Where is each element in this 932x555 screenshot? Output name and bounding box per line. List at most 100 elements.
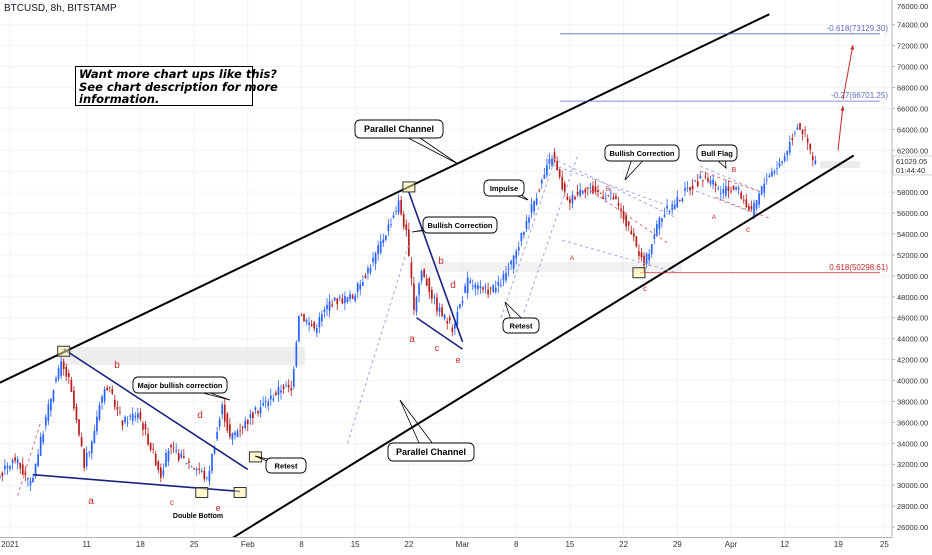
candle-body — [520, 233, 522, 241]
highlight-box — [234, 488, 246, 498]
y-tick-label: 74000.00 — [897, 21, 928, 30]
wave-label: A — [570, 255, 575, 262]
candle-body — [393, 215, 395, 217]
candle-body — [140, 412, 142, 419]
candle-body — [638, 251, 640, 256]
candle-body — [124, 417, 126, 422]
candle-body — [567, 197, 569, 200]
x-tick-label: 11 — [83, 540, 92, 549]
candle-body — [86, 453, 88, 467]
x-tick-label: Apr — [725, 540, 738, 549]
wave-label: b — [438, 256, 444, 267]
candle-body — [370, 268, 372, 273]
candle-body — [722, 189, 724, 193]
candle-body — [342, 299, 344, 304]
candle-body — [262, 403, 264, 405]
candle-body — [636, 236, 638, 246]
candle-body — [633, 233, 635, 236]
candle-body — [707, 178, 709, 181]
candle-body — [518, 247, 520, 250]
candle-body — [474, 284, 476, 288]
candle-body — [196, 469, 198, 470]
candle-body — [451, 328, 453, 332]
wave-label: c — [643, 284, 647, 293]
wave-label: a — [409, 334, 415, 345]
candle-body — [117, 407, 119, 409]
candle-body — [779, 163, 781, 166]
candle-body — [763, 184, 765, 193]
candle-body — [359, 284, 361, 289]
fib-level-label: -0.27(66701.25) — [831, 91, 888, 100]
candle-body — [651, 244, 653, 254]
candle-body — [418, 283, 420, 295]
candle-body — [561, 177, 563, 190]
candle-body — [613, 197, 615, 199]
promo-note: Want more chart ups like this? See chart… — [75, 66, 253, 106]
wave-label: e — [455, 355, 460, 365]
candle-body — [776, 168, 778, 169]
candle-body — [63, 361, 65, 368]
candle-body — [237, 431, 239, 437]
callout-text: Retest — [275, 462, 298, 471]
candle-body — [150, 443, 152, 450]
candle-body — [774, 171, 776, 172]
x-tick-label: 25 — [190, 540, 199, 549]
candle-body — [648, 254, 650, 260]
candle-body — [209, 471, 211, 481]
candle-body — [572, 195, 574, 204]
candle-body — [684, 188, 686, 191]
candle-body — [50, 399, 52, 411]
candle-body — [114, 400, 116, 407]
candle-body — [436, 298, 438, 312]
candle-body — [295, 342, 297, 366]
candle-body — [733, 186, 735, 191]
candle-body — [129, 416, 131, 417]
candle-body — [812, 156, 814, 160]
candle-body — [730, 191, 732, 192]
y-tick-label: 38000.00 — [897, 397, 928, 406]
candle-body — [170, 445, 172, 448]
candle-body — [434, 297, 436, 298]
candle-body — [122, 421, 124, 426]
candle-body — [439, 308, 441, 312]
candle-body — [543, 175, 545, 179]
candle-body — [725, 186, 727, 196]
x-tick-label: 22 — [619, 540, 628, 549]
candle-body — [653, 235, 655, 239]
candle-body — [17, 459, 19, 463]
candle-body — [255, 407, 257, 410]
candle-body — [600, 193, 602, 194]
x-tick-label: 29 — [673, 540, 682, 549]
candle-body — [19, 463, 21, 468]
y-tick-label: 70000.00 — [897, 63, 928, 72]
helper-line — [347, 244, 408, 443]
candle-body — [664, 215, 666, 217]
candle-body — [201, 471, 203, 472]
candle-body — [682, 198, 684, 201]
candle-body — [546, 165, 548, 175]
candle-body — [694, 181, 696, 182]
candle-body — [503, 274, 505, 280]
candle-body — [641, 253, 643, 258]
candle-body — [485, 286, 487, 287]
candle-body — [515, 251, 517, 258]
candle-body — [180, 454, 182, 458]
candle-body — [191, 466, 193, 467]
candle-body — [807, 138, 809, 142]
callout-text: Bull Flag — [701, 149, 733, 158]
candle-body — [536, 198, 538, 204]
candle-body — [487, 290, 489, 295]
y-tick-label: 50000.00 — [897, 272, 928, 281]
candle-body — [784, 156, 786, 161]
candle-body — [531, 204, 533, 213]
highlight-box — [403, 182, 415, 192]
candle-body — [134, 416, 136, 418]
candle-body — [45, 417, 47, 426]
candle-body — [743, 200, 745, 201]
candle-body — [203, 471, 205, 479]
candle-body — [76, 407, 78, 421]
candle-body — [168, 451, 170, 462]
candle-body — [257, 411, 259, 413]
candle-body — [101, 397, 103, 403]
helper-line — [547, 163, 677, 209]
